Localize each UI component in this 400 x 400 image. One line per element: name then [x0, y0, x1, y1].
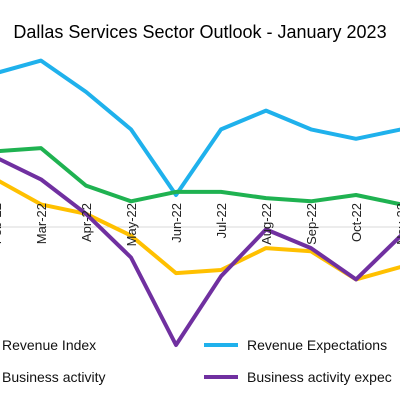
- x-tick-label: Mar-22: [34, 203, 49, 244]
- legend-label-revenue-expectations: Revenue Expectations: [247, 337, 387, 353]
- legend-label-revenue-index: Revenue Index: [2, 337, 96, 353]
- x-tick-label: Aug-22: [259, 203, 274, 245]
- x-tick-label: Feb-22: [0, 203, 4, 244]
- x-tick-label: May-22: [124, 203, 139, 246]
- x-tick-label: Sep-22: [304, 203, 319, 245]
- series-line-business-activity-expectations: [0, 157, 400, 347]
- x-tick-label: Oct-22: [349, 203, 364, 242]
- x-tick-label: Jul-22: [214, 203, 229, 238]
- series-line-revenue-expectations: [0, 58, 400, 197]
- series-layer: [0, 58, 400, 347]
- chart-title: Dallas Services Sector Outlook - January…: [13, 22, 386, 42]
- x-tick-label: Jun-22: [169, 203, 184, 243]
- legend-label-business-activity-expectations: Business activity expec: [247, 369, 392, 385]
- x-tick-labels: Feb-22 Mar-22 Apr-22 May-22 Jun-22 Jul-22 Aug-…: [0, 203, 400, 246]
- legend: Revenue Index Revenue Expectations Busin…: [2, 337, 392, 385]
- x-tick-label: Apr-22: [79, 203, 94, 242]
- x-tick-label: Nov-22: [394, 203, 400, 245]
- series-line-revenue-index: [0, 146, 400, 207]
- legend-label-business-activity: Business activity: [2, 369, 105, 385]
